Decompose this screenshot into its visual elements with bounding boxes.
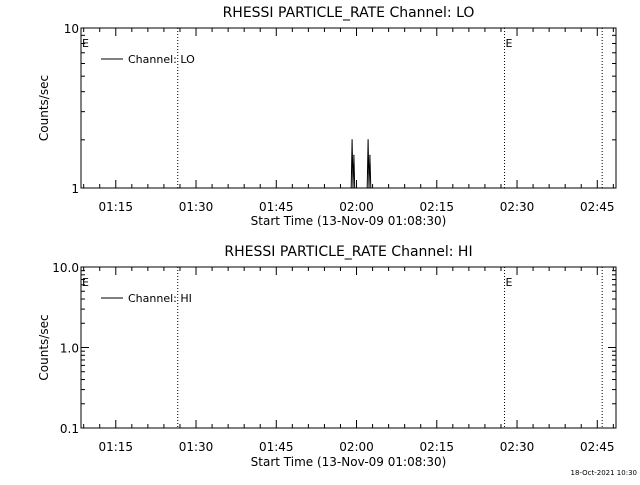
y-tick-label: 10 (64, 22, 79, 36)
x-tick-label: 02:30 (500, 440, 535, 454)
y-tick-label: 0.1 (60, 422, 79, 436)
timestamp-label: 18-Oct-2021 10:30 (571, 469, 637, 477)
x-tick-label: 01:15 (98, 200, 133, 214)
x-tick-label: 01:30 (179, 440, 214, 454)
data-point (353, 154, 355, 156)
y-axis-label: Counts/sec (37, 75, 51, 141)
left-annotation: E (82, 276, 89, 289)
x-tick-label: 01:45 (259, 200, 294, 214)
chart-title: RHESSI PARTICLE_RATE Channel: HI (224, 244, 472, 260)
legend-label: Channel: HI (128, 292, 192, 305)
data-point (370, 187, 372, 189)
y-tick-label: 1 (71, 182, 79, 196)
x-tick-label: 02:15 (419, 200, 454, 214)
marker-label: E (506, 276, 513, 289)
x-tick-label: 01:45 (259, 440, 294, 454)
left-annotation: E (82, 37, 89, 50)
y-axis-label: Counts/sec (37, 314, 51, 380)
data-point (366, 187, 368, 189)
x-tick-label: 01:15 (98, 440, 133, 454)
data-point (354, 187, 356, 189)
x-tick-label: 02:30 (500, 200, 535, 214)
chart-title: RHESSI PARTICLE_RATE Channel: LO (223, 5, 475, 21)
data-point (351, 139, 353, 141)
data-point (369, 154, 371, 156)
marker-label: E (506, 37, 513, 50)
data-point (367, 139, 369, 141)
x-axis-label: Start Time (13-Nov-09 01:08:30) (251, 214, 447, 228)
x-axis-label: Start Time (13-Nov-09 01:08:30) (251, 455, 447, 469)
data-point (350, 187, 352, 189)
series-line (350, 139, 372, 189)
legend-label: Channel: LO (128, 53, 195, 66)
y-tick-label: 1.0 (60, 342, 79, 356)
x-tick-label: 02:00 (339, 200, 374, 214)
x-tick-label: 02:00 (339, 440, 374, 454)
data-point (368, 187, 370, 189)
x-tick-label: 02:45 (580, 200, 615, 214)
panel-lo: RHESSI PARTICLE_RATE Channel: LO Counts/s… (37, 5, 617, 228)
data-point (352, 187, 354, 189)
x-tick-label: 02:15 (419, 440, 454, 454)
panel-hi: RHESSI PARTICLE_RATE Channel: HI Counts/s… (37, 244, 617, 469)
plot-frame (80, 27, 617, 189)
x-tick-label: 02:45 (580, 440, 615, 454)
y-tick-label: 10.0 (52, 261, 79, 275)
x-tick-label: 01:30 (179, 200, 214, 214)
